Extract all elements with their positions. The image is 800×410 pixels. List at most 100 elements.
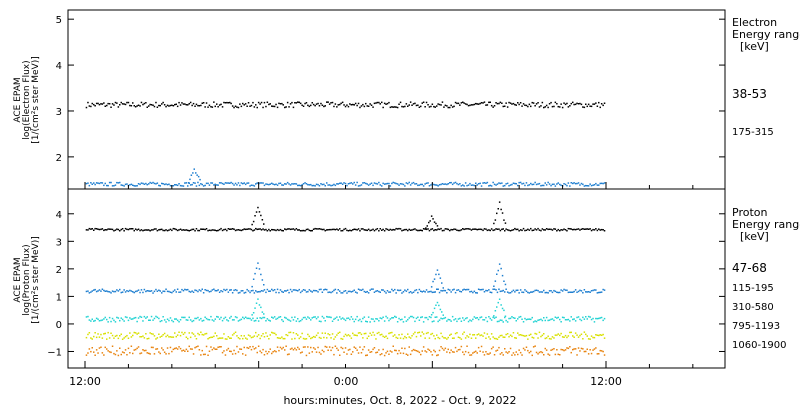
proton-point	[365, 291, 367, 293]
proton-point	[511, 290, 513, 293]
electron-point	[553, 105, 555, 108]
proton-point	[312, 335, 315, 338]
proton-point	[422, 346, 425, 348]
proton-point	[123, 352, 125, 354]
electron-point	[589, 105, 591, 107]
proton-point	[240, 229, 243, 232]
electron-point	[136, 105, 138, 107]
proton-point	[557, 228, 559, 231]
proton-point	[130, 228, 133, 230]
electron-point	[214, 183, 216, 186]
proton-point	[227, 228, 230, 230]
proton-point	[336, 228, 338, 230]
electron-point	[490, 104, 493, 107]
proton-point	[557, 333, 559, 335]
electron-point	[534, 181, 536, 184]
electron-point	[185, 104, 188, 106]
electron-point	[470, 104, 473, 106]
proton-point	[184, 229, 186, 231]
proton-point	[197, 316, 199, 319]
proton-point	[456, 332, 458, 334]
electron-point	[531, 183, 533, 186]
proton-point	[370, 288, 373, 290]
proton-point	[217, 346, 219, 348]
proton-point	[545, 337, 548, 339]
proton-plot-frame	[67, 188, 726, 369]
proton-point	[534, 345, 536, 347]
proton-point	[599, 334, 601, 336]
proton-point	[599, 229, 601, 231]
proton-point	[320, 353, 322, 355]
proton-point	[149, 319, 151, 321]
proton-point	[217, 289, 219, 291]
proton-point	[373, 320, 376, 323]
electron-point	[522, 182, 525, 185]
proton-point	[441, 290, 444, 292]
electron-spike-point	[197, 175, 200, 178]
electron-point	[133, 185, 135, 187]
proton-point	[592, 349, 594, 351]
proton-point	[376, 290, 379, 292]
proton-point	[142, 320, 144, 322]
proton-point	[582, 292, 584, 294]
proton-point	[124, 291, 127, 293]
electron-point	[447, 183, 449, 185]
proton-point	[528, 318, 531, 320]
electron-point	[535, 183, 538, 186]
electron-point	[216, 103, 218, 105]
proton-point	[475, 292, 477, 294]
proton-point	[307, 228, 309, 230]
proton-point	[291, 290, 293, 293]
proton-point	[367, 349, 370, 351]
proton-point	[326, 229, 328, 231]
proton-point	[418, 351, 421, 354]
proton-point	[593, 321, 596, 323]
proton-point	[188, 230, 190, 232]
electron-point	[528, 184, 531, 186]
proton-point	[599, 317, 601, 319]
proton-point	[210, 336, 212, 339]
electron-point	[576, 182, 578, 185]
proton-point	[252, 336, 254, 338]
proton-point	[385, 228, 387, 230]
proton-point	[247, 317, 250, 320]
proton-point	[464, 350, 467, 353]
proton-point	[331, 346, 334, 349]
proton-point	[340, 337, 342, 340]
proton-point	[229, 337, 231, 339]
proton-point	[479, 289, 481, 291]
electron-point	[336, 183, 338, 185]
proton-point	[331, 290, 334, 293]
proton-point	[146, 229, 148, 231]
proton-point	[226, 349, 228, 351]
proton-point	[602, 288, 604, 291]
proton-point	[123, 230, 125, 232]
proton-point	[103, 229, 105, 232]
proton-spike-point	[494, 310, 497, 312]
electron-point	[130, 105, 133, 107]
proton-point	[386, 337, 389, 340]
proton-point	[98, 228, 101, 231]
proton-spike-point	[435, 273, 437, 276]
proton-point	[532, 229, 535, 231]
proton-point	[204, 228, 206, 231]
proton-point	[250, 290, 253, 292]
proton-point	[326, 315, 328, 318]
proton-point	[522, 291, 525, 294]
proton-point	[188, 345, 190, 348]
proton-point	[488, 316, 490, 318]
proton-point	[417, 291, 419, 294]
electron-point	[200, 183, 202, 185]
electron-point	[312, 103, 315, 106]
proton-point	[490, 228, 493, 230]
electron-point	[590, 184, 593, 187]
proton-point	[275, 229, 277, 232]
proton-point	[383, 336, 386, 338]
proton-point	[256, 317, 258, 319]
electron-point	[504, 184, 506, 187]
electron-point	[412, 181, 415, 184]
proton-point	[409, 353, 412, 356]
proton-point	[202, 353, 205, 356]
proton-point	[341, 229, 344, 232]
proton-point	[518, 292, 520, 294]
